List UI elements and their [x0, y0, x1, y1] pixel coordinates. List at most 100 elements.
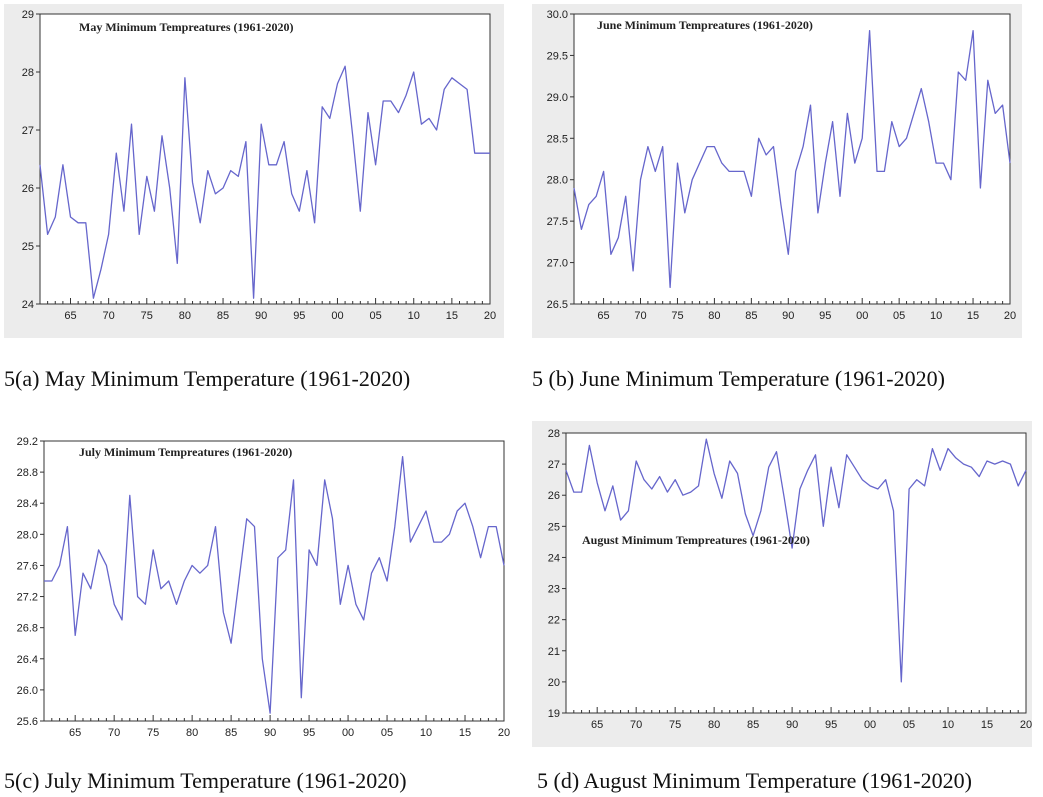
june-chart-caption: 5 (b) June Minimum Temperature (1961-202… — [532, 366, 945, 391]
x-tick-label: 65 — [69, 727, 81, 739]
x-tick-label: 10 — [942, 719, 954, 731]
x-tick-label: 75 — [669, 719, 681, 731]
may-chart-caption: 5(a) May Minimum Temperature (1961-2020) — [4, 366, 411, 391]
x-tick-label: 20 — [1004, 310, 1016, 322]
x-tick-label: 75 — [141, 310, 153, 322]
y-tick-label: 26 — [548, 490, 560, 502]
x-tick-label: 10 — [420, 727, 432, 739]
x-tick-label: 65 — [64, 310, 76, 322]
x-tick-label: 00 — [331, 310, 343, 322]
x-tick-label: 85 — [745, 310, 757, 322]
series-line — [565, 438, 1027, 683]
may-chart-panel: 24 25 26 27 28 29 65 70 75 80 85 90 95 00 05 10 15 20 May … — [4, 4, 504, 338]
chart-title: August Minimum Tempreatures (1961-2020) — [582, 533, 810, 547]
x-tick-label: 05 — [903, 719, 915, 731]
x-tick-label: 80 — [708, 719, 720, 731]
x-tick-label: 70 — [108, 727, 120, 739]
y-tick-label: 27.2 — [17, 592, 38, 604]
x-tick-label: 15 — [967, 310, 979, 322]
plot-area — [43, 440, 505, 722]
may-chart: 24 25 26 27 28 29 65 70 75 80 85 90 95 00 05 10 15 20 May … — [4, 4, 504, 338]
x-tick-label: 20 — [1020, 719, 1032, 731]
y-tick-label: 26 — [22, 183, 34, 195]
y-tick-label: 19 — [548, 708, 560, 720]
x-tick-label: 70 — [103, 310, 115, 322]
series-line — [39, 65, 490, 299]
x-tick-label: 90 — [786, 719, 798, 731]
x-tick-label: 75 — [671, 310, 683, 322]
august-chart: 19 20 21 22 23 24 25 26 27 28 65 70 75 80 85 90 95 00 05 10… — [532, 421, 1032, 747]
july-chart-caption: 5(c) July Minimum Temperature (1961-2020… — [4, 768, 407, 793]
x-tick-label: 15 — [446, 310, 458, 322]
y-tick-label: 29 — [22, 9, 34, 21]
x-tick-label: 00 — [864, 719, 876, 731]
x-tick-label: 95 — [819, 310, 831, 322]
y-tick-label: 27 — [22, 125, 34, 137]
y-tick-label: 28.8 — [17, 467, 38, 479]
y-tick-label: 25 — [548, 521, 560, 533]
july-chart: 25.6 26.0 26.4 26.8 27.2 27.6 28.0 28.4 28.8 29.2… — [4, 425, 514, 747]
x-tick-label: 95 — [293, 310, 305, 322]
x-tick-label: 80 — [708, 310, 720, 322]
x-tick-label: 90 — [782, 310, 794, 322]
plot-area — [573, 13, 1011, 305]
x-tick-label: 80 — [186, 727, 198, 739]
x-tick-label: 05 — [381, 727, 393, 739]
y-tick-label: 24 — [548, 552, 560, 564]
chart-title: July Minimum Tempreatures (1961-2020) — [79, 445, 292, 459]
series-line — [44, 455, 505, 714]
june-chart: 26.5 27.0 27.5 28.0 28.5 29.0 29.5 30.0 65 70 75 80… — [532, 4, 1022, 338]
y-tick-label: 21 — [548, 646, 560, 658]
y-tick-label: 27 — [548, 459, 560, 471]
june-chart-panel: 26.5 27.0 27.5 28.0 28.5 29.0 29.5 30.0 65 70 75 80… — [532, 4, 1022, 338]
y-tick-label: 26.4 — [17, 654, 38, 666]
y-tick-label: 29.2 — [17, 436, 38, 448]
x-tick-label: 15 — [459, 727, 471, 739]
x-tick-label: 00 — [856, 310, 868, 322]
x-tick-label: 75 — [147, 727, 159, 739]
y-tick-label: 27.5 — [547, 216, 568, 228]
y-tick-label: 27.6 — [17, 560, 38, 572]
y-tick-label: 30.0 — [547, 9, 568, 21]
y-tick-label: 23 — [548, 584, 560, 596]
y-tick-label: 20 — [548, 677, 560, 689]
y-tick-label: 27.0 — [547, 258, 568, 270]
x-tick-label: 10 — [930, 310, 942, 322]
x-tick-label: 05 — [369, 310, 381, 322]
y-tick-label: 29.5 — [547, 50, 568, 62]
y-tick-label: 25 — [22, 241, 34, 253]
y-tick-label: 26.0 — [17, 685, 38, 697]
y-tick-label: 22 — [548, 615, 560, 627]
y-tick-label: 25.6 — [17, 716, 38, 728]
august-chart-panel: 19 20 21 22 23 24 25 26 27 28 65 70 75 80 85 90 95 00 05 10… — [532, 421, 1032, 747]
x-tick-label: 85 — [225, 727, 237, 739]
plot-area — [565, 432, 1027, 714]
chart-title: June Minimum Tempreatures (1961-2020) — [597, 18, 813, 32]
plot-area — [39, 13, 491, 305]
y-tick-label: 28.5 — [547, 133, 568, 145]
x-tick-label: 70 — [634, 310, 646, 322]
y-tick-label: 26.5 — [547, 299, 568, 311]
y-tick-label: 28.4 — [17, 498, 38, 510]
x-tick-label: 85 — [217, 310, 229, 322]
x-tick-label: 90 — [264, 727, 276, 739]
august-chart-caption: 5 (d) August Minimum Temperature (1961-2… — [537, 768, 972, 793]
x-tick-label: 05 — [893, 310, 905, 322]
x-tick-label: 20 — [484, 310, 496, 322]
y-tick-label: 28.0 — [547, 175, 568, 187]
y-tick-label: 26.8 — [17, 623, 38, 635]
x-tick-label: 15 — [981, 719, 993, 731]
july-chart-panel: 25.6 26.0 26.4 26.8 27.2 27.6 28.0 28.4 28.8 29.2… — [4, 425, 514, 747]
y-tick-label: 24 — [22, 299, 34, 311]
x-tick-label: 70 — [630, 719, 642, 731]
x-tick-label: 10 — [408, 310, 420, 322]
x-tick-label: 95 — [303, 727, 315, 739]
x-tick-label: 80 — [179, 310, 191, 322]
x-tick-label: 65 — [591, 719, 603, 731]
series-line — [573, 29, 1011, 289]
x-tick-label: 20 — [498, 727, 510, 739]
y-tick-label: 29.0 — [547, 92, 568, 104]
y-tick-label: 28.0 — [17, 529, 38, 541]
chart-title: May Minimum Tempreatures (1961-2020) — [79, 20, 294, 34]
x-tick-label: 95 — [825, 719, 837, 731]
